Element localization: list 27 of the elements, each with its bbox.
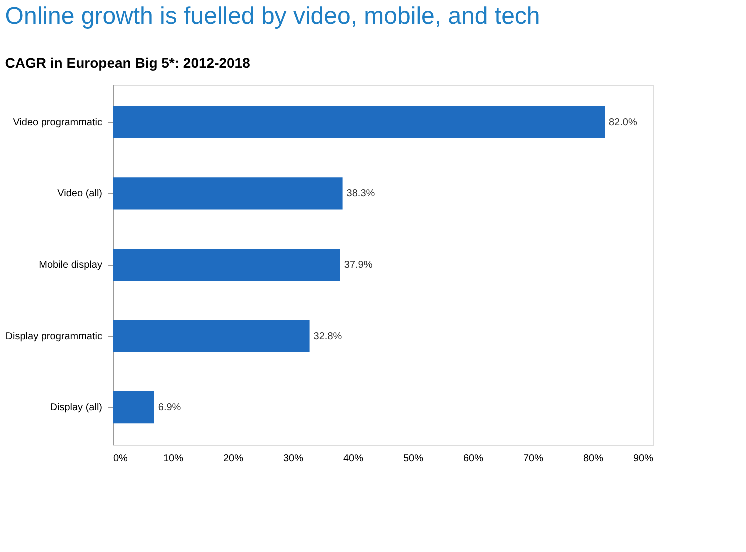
data-label: 32.8% — [314, 331, 342, 342]
x-tick-label: 70% — [523, 454, 544, 464]
y-tick-label: Display (all) — [50, 402, 102, 414]
y-tick-label: Display programmatic — [6, 331, 102, 342]
x-tick-label: 0% — [114, 454, 128, 464]
x-tick-label: 90% — [633, 454, 654, 464]
bar — [113, 106, 605, 138]
chart-title: Online growth is fuelled by video, mobile, and tech — [5, 3, 540, 30]
y-tick-label: Video programmatic — [13, 117, 102, 128]
x-tick-label: 30% — [283, 454, 304, 464]
data-label: 38.3% — [346, 188, 376, 200]
chart-subtitle: CAGR in European Big 5*: 2012-2018 — [5, 55, 251, 71]
x-tick-label: 20% — [223, 454, 244, 464]
x-tick-label: 50% — [403, 454, 424, 464]
data-label: 6.9% — [158, 402, 182, 414]
bar — [113, 392, 154, 424]
data-label: 82.0% — [609, 117, 638, 128]
x-tick-label: 60% — [463, 454, 484, 464]
bar — [113, 320, 310, 352]
y-tick-label: Mobile display — [39, 260, 102, 271]
x-tick-label: 10% — [163, 454, 184, 464]
data-label: 37.9% — [344, 260, 373, 271]
bar — [113, 178, 343, 210]
bar — [113, 248, 340, 282]
y-tick-label: Video (all) — [58, 188, 102, 200]
x-tick-label: 40% — [343, 454, 364, 464]
x-tick-label: 80% — [583, 454, 604, 464]
